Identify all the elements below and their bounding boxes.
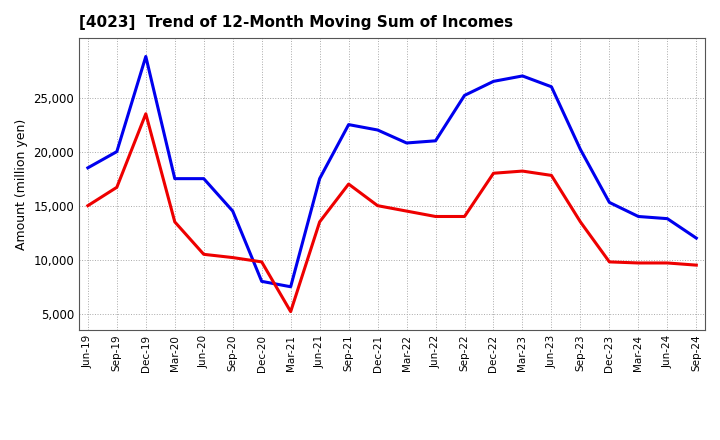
Net Income <box>112 185 121 190</box>
Net Income <box>489 171 498 176</box>
Ordinary Income <box>663 216 672 221</box>
Ordinary Income <box>257 279 266 284</box>
Net Income <box>373 203 382 208</box>
Ordinary Income <box>547 84 556 89</box>
Net Income <box>142 111 150 117</box>
Legend: Ordinary Income, Net Income: Ordinary Income, Net Income <box>248 438 536 440</box>
Net Income <box>287 309 295 314</box>
Net Income <box>344 181 353 187</box>
Ordinary Income <box>402 140 411 146</box>
Net Income <box>171 219 179 224</box>
Ordinary Income <box>199 176 208 181</box>
Line: Ordinary Income: Ordinary Income <box>88 56 696 287</box>
Ordinary Income <box>84 165 92 170</box>
Net Income <box>460 214 469 219</box>
Ordinary Income <box>460 93 469 98</box>
Ordinary Income <box>373 127 382 132</box>
Net Income <box>576 219 585 224</box>
Ordinary Income <box>142 54 150 59</box>
Net Income <box>605 259 613 264</box>
Ordinary Income <box>112 149 121 154</box>
Ordinary Income <box>692 235 701 241</box>
Net Income <box>431 214 440 219</box>
Net Income <box>547 173 556 178</box>
Ordinary Income <box>518 73 527 79</box>
Net Income <box>634 260 643 266</box>
Ordinary Income <box>287 284 295 290</box>
Net Income <box>199 252 208 257</box>
Net Income <box>692 263 701 268</box>
Net Income <box>518 169 527 174</box>
Net Income <box>257 259 266 264</box>
Ordinary Income <box>315 176 324 181</box>
Ordinary Income <box>431 138 440 143</box>
Line: Net Income: Net Income <box>88 114 696 312</box>
Text: [4023]  Trend of 12-Month Moving Sum of Incomes: [4023] Trend of 12-Month Moving Sum of I… <box>79 15 513 30</box>
Net Income <box>228 255 237 260</box>
Ordinary Income <box>634 214 643 219</box>
Ordinary Income <box>605 200 613 205</box>
Net Income <box>84 203 92 208</box>
Ordinary Income <box>171 176 179 181</box>
Y-axis label: Amount (million yen): Amount (million yen) <box>15 118 28 249</box>
Net Income <box>663 260 672 266</box>
Ordinary Income <box>228 209 237 214</box>
Ordinary Income <box>576 147 585 152</box>
Ordinary Income <box>489 79 498 84</box>
Net Income <box>315 219 324 224</box>
Net Income <box>402 209 411 214</box>
Ordinary Income <box>344 122 353 127</box>
